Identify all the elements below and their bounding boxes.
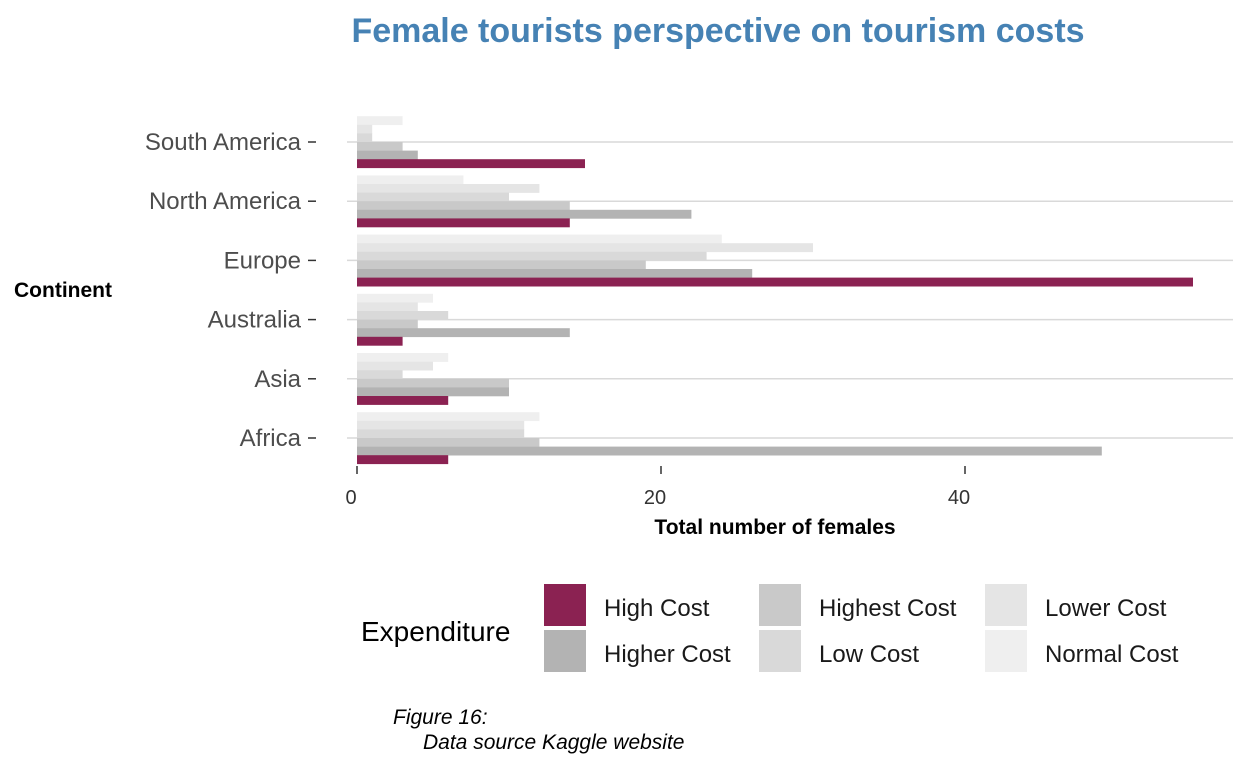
bars xyxy=(357,116,1193,465)
bar-asia-high-cost xyxy=(357,396,449,405)
y-tick-label-north-america: North America xyxy=(149,188,302,215)
x-axis-title: Total number of females xyxy=(654,516,895,539)
bar-asia-lower-cost xyxy=(357,361,433,371)
x-axis: 0 20 40 xyxy=(345,466,970,509)
bar-asia-higher-cost xyxy=(357,387,509,397)
bar-australia-higher-cost xyxy=(357,328,570,338)
legend-key-higher-cost xyxy=(544,630,586,672)
bar-europe-normal-cost xyxy=(357,234,722,244)
bar-europe-highest-cost xyxy=(357,260,646,270)
y-tick-label-south-america: South America xyxy=(145,129,302,156)
caption-line-1: Figure 16: xyxy=(393,706,488,729)
bar-australia-low-cost xyxy=(357,311,449,320)
y-tick-label-africa: Africa xyxy=(240,425,302,452)
legend-label-highest-cost: Highest Cost xyxy=(819,595,957,622)
bar-south-america-lower-cost xyxy=(357,124,373,134)
bar-north-america-highest-cost xyxy=(357,201,570,211)
y-axis-title: Continent xyxy=(14,279,112,302)
legend-key-high-cost xyxy=(544,584,586,626)
bar-south-america-higher-cost xyxy=(357,150,418,160)
bar-australia-highest-cost xyxy=(357,319,418,329)
bar-asia-normal-cost xyxy=(357,353,449,362)
bar-north-america-higher-cost xyxy=(357,209,692,219)
legend-key-lower-cost xyxy=(985,584,1027,626)
bar-south-america-normal-cost xyxy=(357,116,403,126)
x-tick-label-20: 20 xyxy=(644,487,666,509)
legend-label-high-cost: High Cost xyxy=(604,595,710,622)
bar-europe-low-cost xyxy=(357,251,707,261)
bar-north-america-normal-cost xyxy=(357,175,464,185)
bar-north-america-low-cost xyxy=(357,192,509,202)
bar-africa-high-cost xyxy=(357,455,449,465)
legend-title: Expenditure xyxy=(361,616,510,647)
bar-south-america-highest-cost xyxy=(357,142,403,151)
x-tick-label-40: 40 xyxy=(948,487,970,509)
bar-australia-high-cost xyxy=(357,336,403,346)
y-tick-label-asia: Asia xyxy=(254,366,301,393)
caption-line-2: Data source Kaggle website xyxy=(423,731,685,754)
legend: Expenditure High Cost Higher Cost Highest … xyxy=(361,584,1179,672)
legend-key-normal-cost xyxy=(985,630,1027,672)
bar-north-america-lower-cost xyxy=(357,184,540,193)
bar-asia-highest-cost xyxy=(357,378,509,388)
y-tick-label-australia: Australia xyxy=(208,307,302,334)
bar-africa-normal-cost xyxy=(357,412,540,422)
y-tick-label-europe: Europe xyxy=(224,247,301,274)
bar-australia-normal-cost xyxy=(357,293,433,303)
bar-south-america-high-cost xyxy=(357,159,585,169)
legend-label-lower-cost: Lower Cost xyxy=(1045,595,1167,622)
y-axis: Africa Asia Australia Europe North America So… xyxy=(145,129,316,452)
bar-north-america-high-cost xyxy=(357,218,570,228)
chart-title: Female tourists perspective on tourism c… xyxy=(351,12,1084,50)
legend-key-highest-cost xyxy=(759,584,801,626)
bar-australia-lower-cost xyxy=(357,302,418,312)
bar-africa-higher-cost xyxy=(357,446,1102,456)
legend-label-normal-cost: Normal Cost xyxy=(1045,641,1179,668)
bar-asia-low-cost xyxy=(357,370,403,380)
legend-label-higher-cost: Higher Cost xyxy=(604,641,731,668)
bar-africa-low-cost xyxy=(357,429,525,439)
legend-key-low-cost xyxy=(759,630,801,672)
x-tick-label-0: 0 xyxy=(345,487,356,509)
bar-europe-high-cost xyxy=(357,277,1193,287)
bar-africa-lower-cost xyxy=(357,420,525,430)
bar-europe-lower-cost xyxy=(357,243,813,253)
bar-africa-highest-cost xyxy=(357,438,540,447)
bar-south-america-low-cost xyxy=(357,133,373,143)
legend-label-low-cost: Low Cost xyxy=(819,641,919,668)
bar-europe-higher-cost xyxy=(357,269,753,278)
